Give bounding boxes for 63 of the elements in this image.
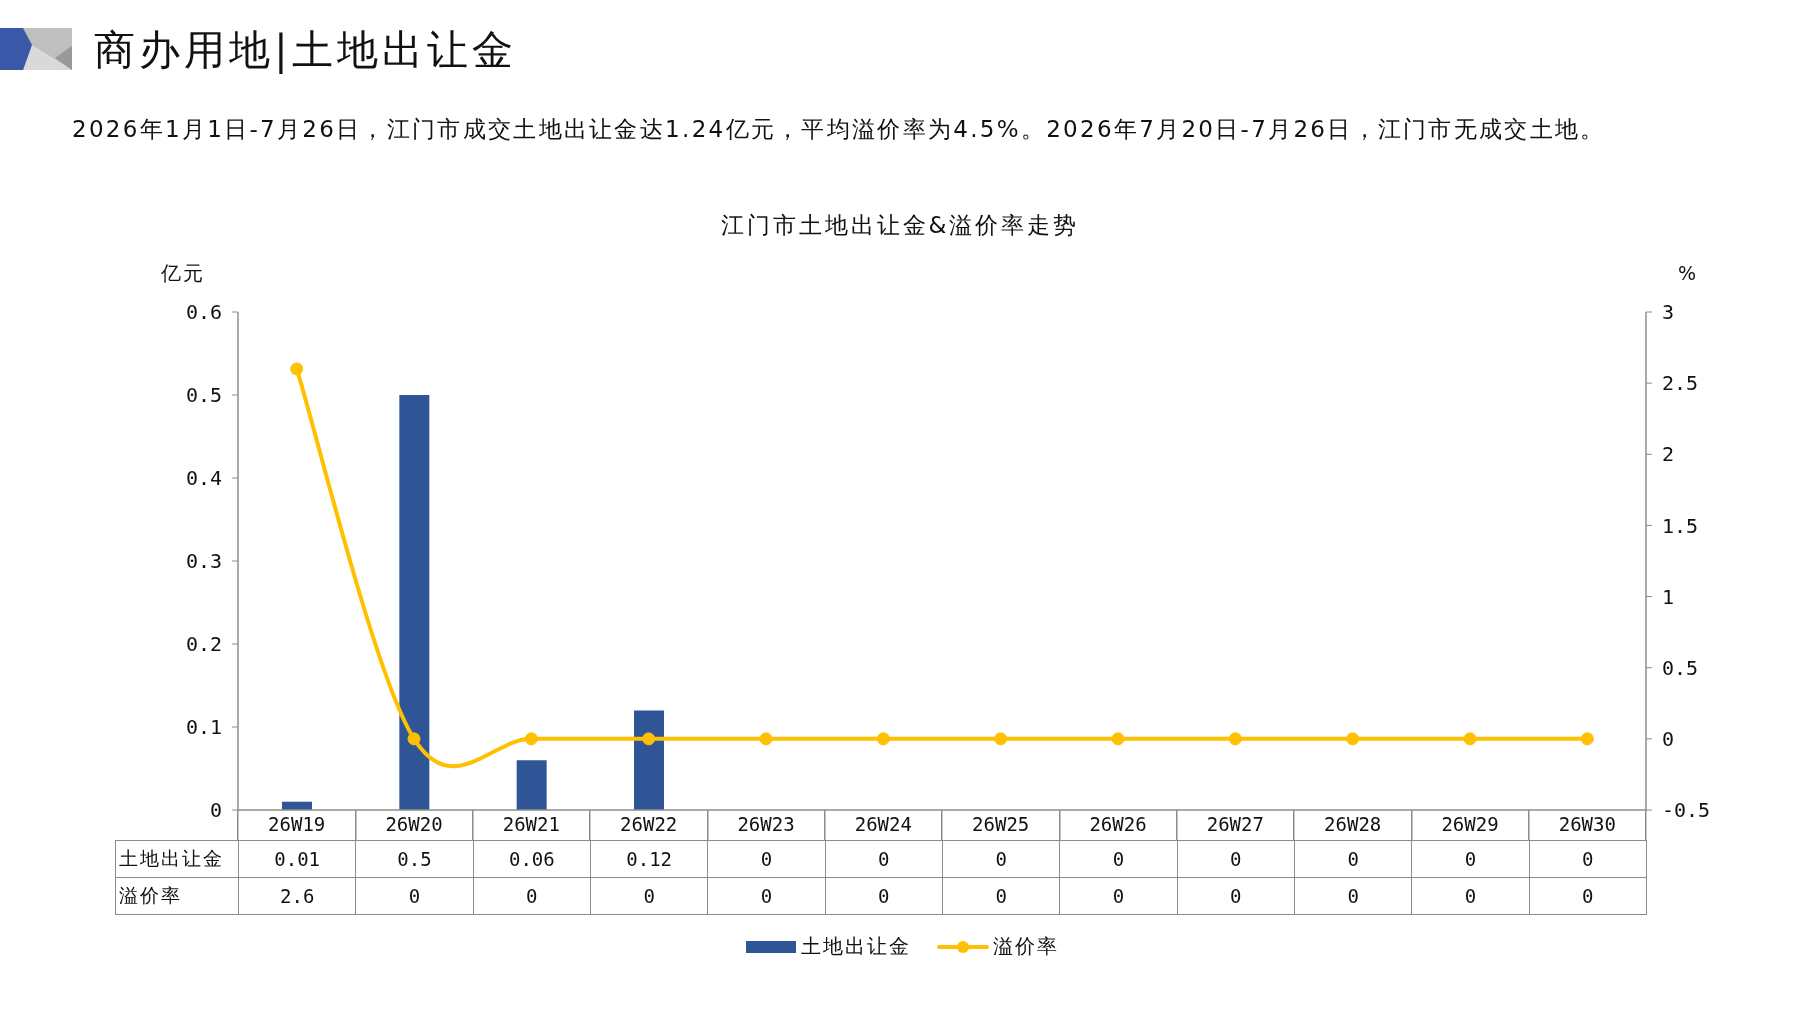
text: 溢价率: [119, 884, 182, 906]
data-label: 0.01: [238, 840, 356, 878]
text: 江门市土地出让金&溢价率走势: [719, 210, 1081, 240]
y-tick-label: 0.5: [185, 383, 222, 408]
x-tick-label: 26W25: [972, 813, 1030, 836]
y2-tick-label: -0.5: [1662, 798, 1711, 823]
data-label: 0: [590, 877, 708, 915]
data-label: 0: [707, 840, 826, 878]
x-tick-label: 26W26: [1089, 813, 1147, 836]
data-label: 0: [707, 877, 826, 915]
data-label: 0: [355, 877, 474, 915]
text: 土地出让金: [119, 847, 224, 869]
bar: [399, 395, 430, 810]
data-label: 0: [473, 877, 591, 915]
y2-tick-label: 1: [1662, 584, 1675, 609]
data-label: 0: [1411, 877, 1530, 915]
data-label: 0: [942, 840, 1060, 878]
legend-label: 溢价率: [992, 933, 1059, 960]
data-label: 0: [942, 877, 1060, 915]
x-tick-label: 26W23: [737, 813, 795, 836]
data-label: 0: [1059, 877, 1178, 915]
data-label: 0: [1294, 877, 1412, 915]
bar: [634, 710, 664, 810]
x-tick-label: 26W21: [502, 813, 560, 836]
x-tick-label: 26W19: [268, 813, 326, 836]
data-label: 0: [1059, 840, 1178, 878]
y-tick-label: 0.1: [185, 715, 222, 740]
data-label: 2.6: [238, 877, 356, 915]
data-label: 0.5: [355, 840, 474, 878]
y2-tick-label: 0.5: [1662, 655, 1699, 680]
chart-subtitle: 2026年1月1日-7月26日，江门市成交土地出让金达1.24亿元，平均溢价率为4.5%。2026年7月20日-7月26日，江门市无成交土地。: [72, 114, 1606, 144]
data-label: 0: [1177, 840, 1295, 878]
y2-tick-label: 0: [1662, 726, 1675, 751]
data-label: 0.06: [473, 840, 591, 878]
legend-label: 土地出让金: [800, 933, 911, 960]
y2-tick-label: 3: [1662, 300, 1675, 325]
data-label: 0: [1177, 877, 1295, 915]
data-label: 0: [1294, 840, 1412, 878]
x-tick-label: 26W29: [1441, 813, 1499, 836]
y-tick-label: 0.4: [185, 466, 222, 491]
data-label: 0: [1529, 877, 1647, 915]
y2-tick-label: 1.5: [1662, 513, 1699, 538]
y2-tick-label: 2.5: [1662, 371, 1699, 396]
y2-tick-label: 2: [1662, 442, 1675, 467]
data-label: 0: [825, 840, 943, 878]
x-tick-label: 26W24: [854, 813, 912, 836]
chart-title: 商办用地|土地出让金: [94, 24, 517, 76]
y2-axis-title: %: [1676, 262, 1698, 284]
x-tick-label: 26W30: [1558, 813, 1616, 836]
data-label: 0: [825, 877, 943, 915]
y-axis-title: 亿元: [160, 259, 206, 287]
x-tick-label: 26W22: [620, 813, 678, 836]
y-tick-label: 0: [209, 798, 222, 823]
x-tick-label: 26W20: [385, 813, 443, 836]
y-tick-label: 0.6: [185, 300, 222, 325]
y-tick-label: 0.3: [185, 549, 222, 574]
y-tick-label: 0.2: [185, 632, 222, 657]
data-label: 0.12: [590, 840, 708, 878]
x-tick-label: 26W27: [1206, 813, 1264, 836]
data-label: 0: [1411, 840, 1530, 878]
bar: [516, 760, 547, 810]
x-tick-label: 26W28: [1324, 813, 1382, 836]
data-label: 0: [1529, 840, 1647, 878]
